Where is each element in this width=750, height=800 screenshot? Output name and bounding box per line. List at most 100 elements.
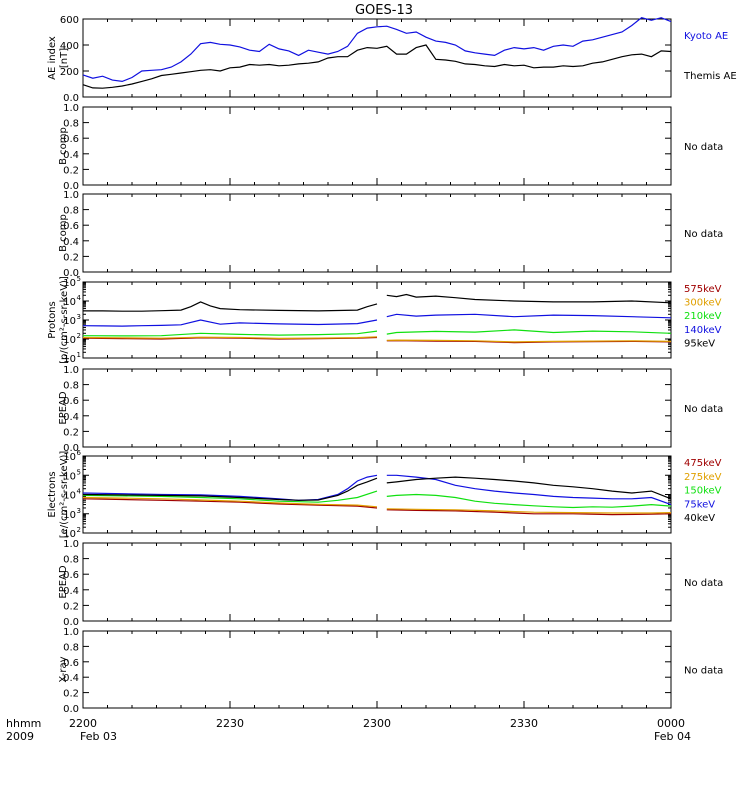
y-tick-label: 0.8 (63, 206, 79, 217)
y-axis-label: EPEAD (58, 391, 69, 425)
y-tick-label: 0.6 (63, 396, 79, 407)
y-axis-label: B comp (58, 214, 69, 252)
series-line-475kev (82, 498, 378, 509)
y-tick-label: 0.8 (63, 555, 79, 566)
y-tick-label: 0.6 (63, 221, 79, 232)
y-tick-label: 0.2 (63, 601, 79, 612)
panel-frame (82, 106, 672, 186)
y-axis-label: [nT] (59, 48, 70, 68)
date-end-label: Feb 04 (654, 730, 691, 743)
y-axis-label: X-ray (58, 656, 69, 682)
year-label: 2009 (6, 730, 34, 743)
y-tick-label: 0.0 (63, 181, 79, 192)
y-tick-label: 10 (63, 529, 76, 540)
y-tick-label: 400 (60, 41, 79, 52)
y-tick-label: 0.2 (63, 689, 79, 700)
series-line-kyoto-ae (82, 17, 672, 83)
legend-label: 210keV (684, 311, 722, 322)
y-tick-label: 10 (63, 471, 76, 482)
panel-frame (82, 193, 672, 273)
y-tick-label: 0.0 (63, 268, 79, 279)
y-tick-label-exponent: 2 (77, 332, 81, 340)
y-tick-label: 0.6 (63, 658, 79, 669)
x-tick-label: 2330 (510, 717, 538, 730)
legend-label: 75keV (684, 499, 715, 510)
y-axis-label: Protons (47, 301, 58, 338)
legend-label: 95keV (684, 338, 715, 349)
no-data-label: No data (684, 404, 723, 415)
y-tick-label: 0.4 (63, 150, 79, 161)
no-data-label: No data (684, 666, 723, 677)
y-tick-label-exponent: 2 (77, 526, 81, 534)
legend-label: 475keV (684, 458, 722, 469)
y-tick-label: 10 (63, 510, 76, 521)
y-tick-label-exponent: 3 (77, 507, 81, 515)
no-data-label: No data (684, 229, 723, 240)
x-tick-label: 2300 (363, 717, 391, 730)
x-tick-label: 0000 (657, 717, 685, 730)
series-line-150kev (82, 490, 378, 503)
y-tick-label: 1.0 (63, 627, 79, 638)
series-line-95kev (83, 301, 378, 312)
y-tick-label: 10 (63, 354, 76, 365)
y-tick-label: 1.0 (63, 539, 79, 550)
y-tick-label: 1.0 (63, 103, 79, 114)
legend-label: 140keV (684, 325, 722, 336)
y-tick-label: 600 (60, 15, 79, 26)
panel-b1: 0.0 0.2 0.4 0.6 0.8 1.0 B comp No data (58, 103, 723, 192)
legend-label: 575keV (684, 284, 722, 295)
panel-b2: 0.0 0.2 0.4 0.6 0.8 1.0 B comp No data (58, 190, 723, 279)
y-axis-label: B comp (58, 127, 69, 165)
series-line-300kev (386, 339, 672, 343)
y-tick-label-exponent: 5 (77, 468, 81, 476)
y-tick-label: 0.4 (63, 673, 79, 684)
y-tick-label: 0.0 (63, 93, 79, 104)
y-tick-label: 0.2 (63, 252, 79, 263)
y-tick-label-exponent: 6 (77, 449, 82, 457)
y-tick-label: 0.8 (63, 119, 79, 130)
y-tick-label: 0.4 (63, 586, 79, 597)
series-line-40kev (386, 476, 672, 500)
y-tick-label: 0.6 (63, 134, 79, 145)
series-line-themis-ae (82, 44, 672, 89)
series-line-150kev (386, 493, 672, 509)
y-tick-label: 200 (60, 67, 79, 78)
panel-frame (82, 18, 672, 98)
y-tick-label: 0.2 (63, 427, 79, 438)
legend-label: Kyoto AE (684, 31, 728, 42)
hhmm-label: hhmm (6, 717, 41, 730)
y-tick-label-exponent: 5 (77, 275, 81, 283)
x-tick-label: 2230 (216, 717, 244, 730)
y-tick-label: 10 (63, 335, 76, 346)
legend-label: Themis AE (683, 71, 737, 82)
series-line-140kev (386, 313, 672, 319)
legend-label: 40keV (684, 513, 715, 524)
y-tick-label: 0.4 (63, 237, 79, 248)
y-tick-label: 10 (63, 316, 76, 327)
y-tick-label: 10 (63, 452, 76, 463)
y-axis-label: AE index (47, 36, 58, 80)
series-line-75kev (386, 474, 672, 506)
panel-frame (82, 542, 672, 622)
y-tick-label-exponent: 4 (77, 294, 82, 302)
y-tick-label: 0.0 (63, 704, 79, 715)
no-data-label: No data (684, 142, 723, 153)
legend-label: 300keV (684, 298, 722, 309)
series-line-300kev (82, 336, 378, 340)
y-tick-label: 10 (63, 297, 76, 308)
y-tick-label: 10 (63, 278, 76, 289)
panel-xray: 0.0 0.2 0.4 0.6 0.8 1.0 X-ray No data (58, 627, 723, 715)
series-line-275kev (386, 508, 672, 514)
legend-label: 275keV (684, 472, 722, 483)
panel-frame (82, 630, 672, 709)
y-tick-label: 0.8 (63, 381, 79, 392)
panel-frame (82, 368, 672, 448)
y-axis-label: EPEAD (58, 565, 69, 599)
series-line-95kev (386, 293, 672, 304)
no-data-label: No data (684, 578, 723, 589)
